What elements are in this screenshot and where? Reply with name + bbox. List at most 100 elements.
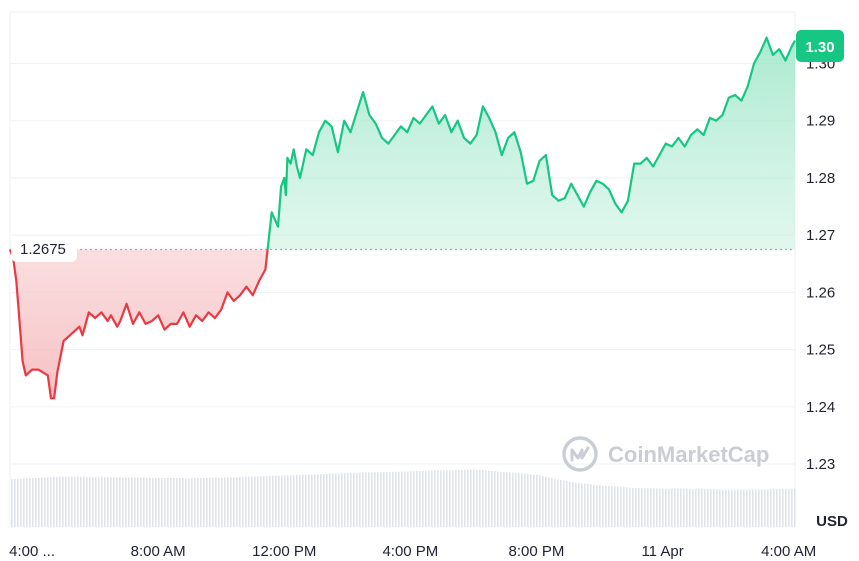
volume-bar	[356, 472, 358, 527]
volume-bar	[134, 477, 136, 527]
volume-bar	[614, 486, 616, 527]
volume-bar	[632, 487, 634, 527]
volume-bar	[59, 476, 61, 527]
volume-bar	[659, 488, 661, 527]
volume-bar	[41, 477, 43, 527]
volume-bar	[62, 476, 64, 527]
volume-bar	[350, 472, 352, 527]
volume-bar	[233, 477, 235, 527]
volume-bar	[302, 474, 304, 527]
volume-bar	[14, 478, 16, 527]
volume-bar	[692, 488, 694, 527]
volume-bar	[749, 489, 751, 527]
volume-bar	[674, 488, 676, 527]
volume-bar	[305, 474, 307, 527]
volume-bar	[371, 472, 373, 527]
y-tick-label: 1.28	[806, 170, 835, 187]
volume-bar	[758, 489, 760, 527]
volume-bar	[122, 477, 124, 527]
volume-bar	[113, 477, 115, 527]
volume-bar	[491, 471, 493, 527]
volume-bar	[170, 478, 172, 527]
volume-bar	[224, 477, 226, 527]
volume-bar	[731, 489, 733, 527]
volume-bar	[257, 476, 259, 527]
volume-bar	[332, 473, 334, 527]
volume-bar	[290, 475, 292, 527]
volume-bar	[311, 474, 313, 527]
volume-bar	[560, 479, 562, 527]
volume-bar	[353, 472, 355, 527]
volume-bar	[458, 470, 460, 527]
volume-bar	[326, 473, 328, 527]
x-tick-label: 4:00 AM	[761, 543, 816, 560]
volume-bar	[488, 470, 490, 527]
volume-bar	[494, 471, 496, 527]
x-axis: 4:00 ... 8:00 AM 12:00 PM 4:00 PM 8:00 PM 11 …	[9, 543, 816, 560]
watermark-text: CoinMarketCap	[608, 442, 769, 467]
volume-bar	[446, 470, 448, 527]
volume-bar	[200, 477, 202, 527]
volume-bar	[17, 478, 19, 527]
volume-bar	[20, 478, 22, 527]
volume-bar	[32, 478, 34, 527]
volume-bar	[71, 476, 73, 527]
volume-bar	[401, 471, 403, 527]
volume-bar	[104, 477, 106, 527]
current-price-badge: 1.30	[796, 30, 844, 62]
volume-bar	[218, 477, 220, 527]
volume-bar	[95, 476, 97, 527]
volume-bar	[584, 483, 586, 527]
volume-bar	[605, 485, 607, 527]
volume-bar	[599, 485, 601, 527]
volume-bar	[728, 489, 730, 527]
volume-bar	[209, 477, 211, 527]
price-line	[8, 36, 796, 400]
volume-bar	[734, 489, 736, 527]
volume-bar	[167, 477, 169, 527]
volume-bar	[713, 489, 715, 527]
volume-bar	[314, 474, 316, 527]
volume-bar	[404, 471, 406, 527]
volume-bar	[125, 477, 127, 527]
volume-bar	[518, 473, 520, 527]
volume-bar	[689, 488, 691, 527]
volume-bar	[644, 488, 646, 527]
volume-bar	[110, 477, 112, 527]
volume-bar	[320, 474, 322, 527]
current-price-value: 1.30	[805, 39, 834, 56]
volume-bar	[176, 478, 178, 527]
volume-bar	[89, 476, 91, 527]
volume-bar	[785, 488, 787, 527]
volume-bar	[392, 471, 394, 527]
volume-bar	[386, 471, 388, 527]
volume-bar	[377, 472, 379, 527]
volume-bar	[86, 476, 88, 527]
volume-bar	[497, 471, 499, 527]
volume-bar	[359, 472, 361, 527]
volume-bar	[26, 478, 28, 527]
volume-bar	[53, 477, 55, 527]
volume-bar	[65, 476, 67, 527]
volume-bar	[23, 478, 25, 527]
volume-bar	[152, 477, 154, 527]
volume-bar	[761, 489, 763, 527]
volume-bar	[323, 473, 325, 527]
volume-bar	[83, 476, 85, 527]
volume-bar	[608, 485, 610, 527]
volume-bar	[206, 477, 208, 527]
volume-bar	[215, 477, 217, 527]
volume-bar	[779, 489, 781, 527]
volume-bar	[281, 475, 283, 527]
volume-bar	[413, 471, 415, 527]
volume-bar	[317, 474, 319, 527]
volume-bar	[155, 477, 157, 527]
volume-bar	[329, 473, 331, 527]
volume-bar	[335, 473, 337, 527]
volume-bar	[647, 488, 649, 527]
y-tick-label: 1.25	[806, 342, 835, 359]
volume-bar	[554, 478, 556, 527]
volume-bar	[80, 476, 82, 527]
volume-bar	[794, 488, 796, 527]
